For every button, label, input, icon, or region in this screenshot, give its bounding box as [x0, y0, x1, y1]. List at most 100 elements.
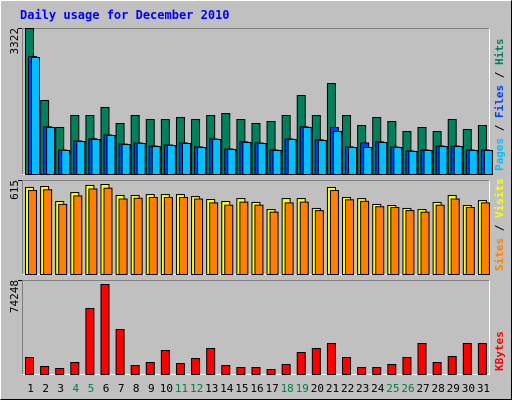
bar	[242, 141, 252, 176]
bar	[61, 149, 71, 175]
x-tick-label: 9	[148, 382, 155, 395]
bar	[209, 202, 219, 275]
x-tick-label: 14	[220, 382, 234, 395]
legend-entry: Hits	[493, 39, 506, 66]
bar	[272, 149, 282, 175]
bar	[405, 210, 415, 275]
x-tick-label: 1	[27, 382, 34, 395]
bar	[221, 364, 231, 375]
bar	[450, 198, 460, 276]
bar	[136, 143, 146, 176]
bar	[332, 131, 342, 175]
bar	[296, 352, 306, 376]
bar	[206, 348, 216, 376]
bar	[453, 146, 463, 176]
bar	[317, 139, 327, 175]
panel	[22, 280, 490, 375]
bar	[357, 366, 367, 375]
bar	[254, 204, 264, 276]
x-tick-label: 20	[311, 382, 324, 395]
bar	[224, 204, 234, 276]
x-tick-label: 21	[326, 382, 339, 395]
bar	[480, 202, 490, 275]
x-tick-label: 2	[42, 382, 49, 395]
legend: Pages / Files / Hits	[493, 39, 506, 172]
bar	[387, 363, 397, 376]
x-tick-label: 13	[205, 382, 218, 395]
x-tick-label: 23	[356, 382, 369, 395]
bar	[227, 148, 237, 175]
legend-entry: Pages	[493, 138, 506, 171]
x-tick-label: 7	[118, 382, 125, 395]
legend: Sites / Visits	[493, 178, 506, 271]
bar	[197, 146, 207, 176]
bar	[345, 199, 355, 275]
bar	[178, 196, 188, 275]
bar	[40, 366, 50, 376]
x-tick-label: 15	[235, 382, 248, 395]
bar	[251, 366, 261, 375]
bar	[118, 198, 128, 276]
y-tick-label: 74248	[8, 280, 21, 313]
x-tick-label: 11	[175, 382, 188, 395]
bar	[88, 188, 98, 276]
x-tick-label: 31	[477, 382, 490, 395]
legend-separator: /	[493, 218, 506, 238]
x-tick-label: 18	[281, 382, 294, 395]
bar	[393, 146, 403, 176]
bar	[181, 143, 191, 176]
panel-border-dark	[22, 280, 490, 375]
bar	[151, 146, 161, 176]
x-tick-label: 28	[432, 382, 445, 395]
legend: KBytes	[493, 331, 506, 371]
x-tick-label: 4	[73, 382, 80, 395]
bar	[342, 357, 352, 376]
x-tick-label: 29	[447, 382, 460, 395]
chart-title: Daily usage for December 2010	[20, 8, 230, 22]
bar	[462, 343, 472, 376]
bar	[115, 329, 125, 376]
bar	[417, 343, 427, 376]
legend-separator: /	[493, 65, 506, 85]
bar	[348, 146, 358, 176]
x-tick-label: 6	[103, 382, 110, 395]
bar	[103, 187, 113, 275]
bar	[465, 207, 475, 275]
bar	[284, 202, 294, 275]
x-tick-label: 25	[386, 382, 399, 395]
x-tick-label: 17	[265, 382, 278, 395]
bar	[438, 146, 448, 176]
bar	[91, 138, 101, 175]
bar	[55, 367, 65, 375]
bar	[360, 200, 370, 275]
legend-entry: KBytes	[493, 331, 506, 371]
x-tick-label: 30	[462, 382, 475, 395]
legend-separator: /	[493, 118, 506, 138]
bar	[175, 362, 185, 375]
bar	[375, 206, 385, 275]
x-tick-label: 26	[401, 382, 414, 395]
legend-entry: Sites	[493, 238, 506, 271]
bar	[269, 211, 279, 276]
bar	[76, 141, 86, 176]
bar	[423, 149, 433, 175]
bar	[58, 203, 68, 275]
bar	[236, 366, 246, 375]
bar	[468, 149, 478, 175]
bar	[70, 362, 80, 376]
x-tick-label: 19	[296, 382, 309, 395]
bar	[25, 357, 34, 376]
bar	[483, 149, 493, 175]
bar	[163, 196, 173, 275]
bar	[212, 138, 222, 175]
bar	[281, 363, 291, 376]
panel-border-dark	[22, 180, 490, 275]
bar	[85, 308, 95, 376]
bar	[447, 355, 457, 375]
bar	[329, 190, 339, 275]
legend-entry: Visits	[493, 178, 506, 218]
bar	[28, 190, 37, 275]
bar	[302, 126, 312, 175]
bar	[363, 146, 373, 176]
